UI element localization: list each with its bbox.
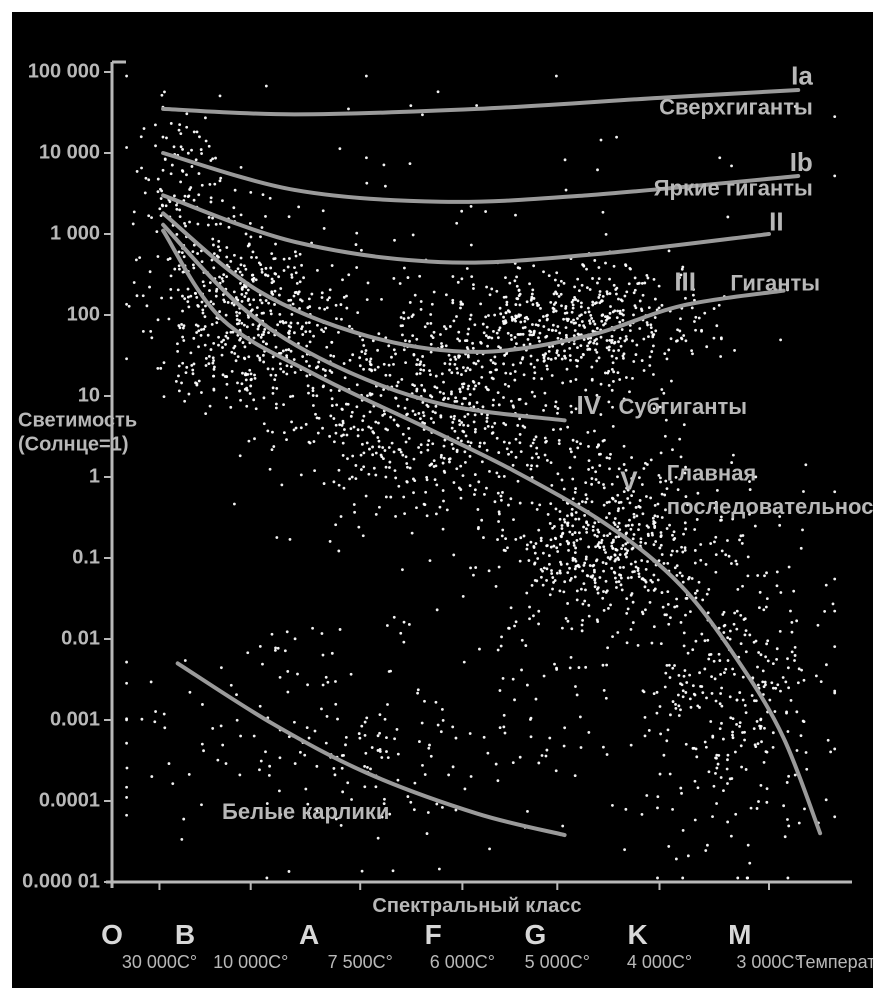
y-axis-title-line1: Светимость (18, 410, 137, 432)
temp-tick-label: 7 500C° (328, 952, 393, 972)
class-name-label: Гиганты (730, 271, 820, 296)
spectral-class-letter: M (728, 919, 751, 950)
x-axis-title: Спектральный класс (372, 895, 581, 917)
spectral-class-letter: F (425, 919, 442, 950)
class-roman-label: Ib (790, 147, 813, 177)
spectral-class-letter: B (175, 919, 195, 950)
hr-diagram: 100 000 10 000 1 000 100 10 1 0.1 0.01 0.001 0.00… (12, 12, 873, 988)
temp-tick-label: 3 000C° (736, 952, 801, 972)
temp-tick-label: 5 000C° (525, 952, 590, 972)
spectral-class-letter: A (299, 919, 319, 950)
y-tick-label: 0.1 (72, 546, 100, 568)
y-tick-label: 100 (67, 303, 100, 325)
temperature-axis-title: Температура (795, 952, 873, 972)
hr-diagram-svg: 100 000 10 000 1 000 100 10 1 0.1 0.01 0.001 0.00… (12, 12, 873, 988)
y-tick-label: 100 000 (28, 60, 100, 82)
y-tick-label: 10 000 (39, 141, 100, 163)
class-roman-label: III (674, 267, 696, 297)
y-tick-label: 1 (89, 465, 100, 487)
y-axis-title-line2: (Солнце=1) (18, 434, 129, 456)
class-name-label: Яркие гиганты (654, 175, 813, 200)
temp-tick-label: 30 000C° (122, 952, 197, 972)
spectral-class-letter: G (525, 919, 547, 950)
y-tick-label: 1 000 (50, 222, 100, 244)
class-roman-label: II (769, 207, 783, 237)
class-roman-label: V (620, 466, 638, 496)
class-name-label: Субгиганты (618, 394, 747, 419)
class-name-label: Сверхгиганты (659, 94, 813, 119)
spectral-class-letter: K (627, 919, 647, 950)
class-roman-label: Ia (791, 61, 813, 91)
temp-tick-label: 4 000C° (627, 952, 692, 972)
y-tick-label: 0.01 (61, 627, 100, 649)
temp-tick-label: 10 000C° (213, 952, 288, 972)
y-tick-label: 10 (78, 384, 100, 406)
y-tick-label: 0.001 (50, 708, 100, 730)
y-tick-label: 0.0001 (39, 789, 100, 811)
class-labels: IaСверхгигантыIbЯркие гигантыIIIIIГигант… (222, 61, 873, 824)
class-roman-label: IV (577, 390, 602, 420)
class-name-label: Главная (667, 461, 756, 486)
temp-tick-label: 6 000C° (430, 952, 495, 972)
y-tick-label: 0.000 01 (22, 870, 100, 892)
class-name-label: последовательность (667, 494, 873, 519)
chart-frame: 100 000 10 000 1 000 100 10 1 0.1 0.01 0.001 0.00… (0, 0, 885, 1000)
class-name-label: Белые карлики (222, 799, 389, 824)
spectral-class-letter: O (101, 919, 123, 950)
